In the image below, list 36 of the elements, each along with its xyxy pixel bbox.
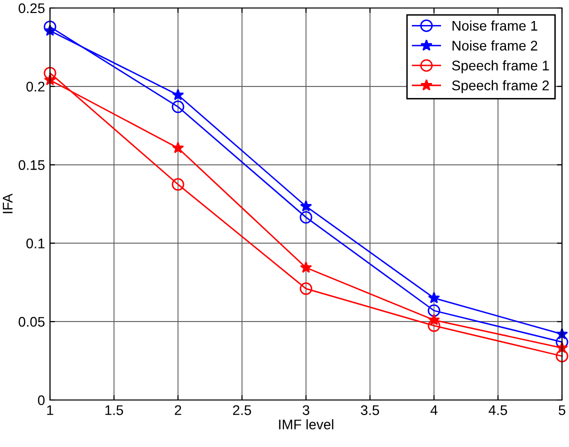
x-tick-label: 5 bbox=[558, 405, 566, 416]
point bbox=[172, 88, 184, 100]
point bbox=[428, 292, 440, 304]
y-tick-label: 0.15 bbox=[18, 160, 45, 170]
y-tick-label: 0.1 bbox=[26, 238, 44, 248]
point bbox=[428, 304, 440, 317]
y-axis-title: IFA bbox=[2, 194, 12, 214]
point bbox=[172, 100, 184, 114]
x-axis-title: IMF level bbox=[279, 419, 334, 430]
legend-label: Speech frame 1 bbox=[452, 60, 549, 74]
legend-label: Noise frame 2 bbox=[452, 40, 538, 51]
legend-label: Noise frame 1 bbox=[452, 20, 538, 31]
point bbox=[44, 66, 56, 80]
y-tick-label: 0 bbox=[38, 395, 45, 406]
point bbox=[556, 350, 568, 362]
legend-label: Speech frame 2 bbox=[452, 80, 549, 94]
x-tick-label: 1.5 bbox=[105, 405, 124, 416]
x-tick-label: 3.5 bbox=[360, 405, 380, 416]
point bbox=[428, 314, 440, 326]
point bbox=[172, 178, 184, 191]
point bbox=[300, 261, 312, 273]
x-tick-label: 2.5 bbox=[233, 405, 252, 416]
x-tick-label: 4.5 bbox=[488, 405, 508, 416]
y-tick-label: 0.2 bbox=[26, 82, 44, 92]
point bbox=[44, 20, 56, 34]
point bbox=[428, 319, 440, 332]
y-tick-label: 0.25 bbox=[18, 3, 45, 14]
x-tick-label: 4 bbox=[430, 405, 438, 415]
x-tick-label: 1 bbox=[47, 405, 54, 415]
y-tick-label: 0.05 bbox=[18, 316, 45, 327]
point bbox=[172, 142, 184, 154]
point bbox=[300, 282, 312, 295]
point bbox=[300, 211, 312, 224]
x-tick-label: 2 bbox=[174, 405, 182, 415]
x-tick-label: 3 bbox=[302, 405, 310, 416]
point bbox=[300, 200, 312, 212]
